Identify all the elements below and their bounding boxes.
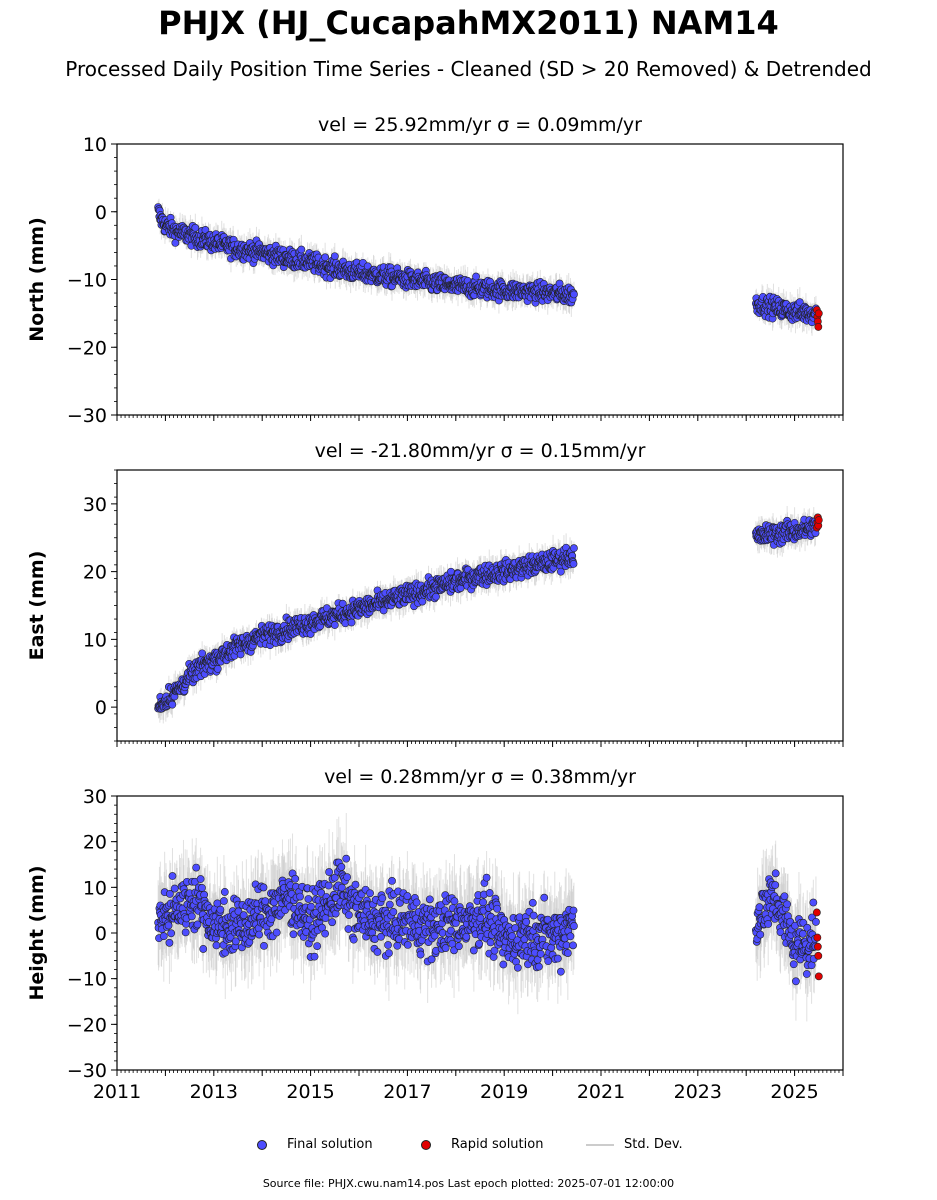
- rapid-solution-point: [814, 323, 823, 331]
- final-solution-point: [330, 621, 339, 629]
- y-axis-label: East (mm): [26, 551, 48, 661]
- final-solution-point: [556, 567, 565, 576]
- y-tick-label: −30: [67, 405, 107, 427]
- final-solution-point: [570, 544, 578, 553]
- final-solution-point: [297, 245, 306, 254]
- chart-subtitle: Processed Daily Position Time Series - C…: [65, 57, 872, 81]
- panel-title: vel = 0.28mm/yr σ = 0.38mm/yr: [324, 766, 636, 788]
- y-tick-label: −10: [67, 270, 107, 292]
- final-solution-point: [171, 239, 180, 247]
- plot-area: [154, 505, 823, 724]
- y-tick-label: 0: [95, 202, 107, 224]
- axes-frame: [116, 143, 844, 416]
- final-solution-point: [191, 223, 200, 232]
- final-solution-point: [330, 252, 339, 261]
- y-axis-label: Height (mm): [26, 865, 48, 1000]
- y-tick-label: 10: [83, 629, 107, 651]
- y-tick-label: 30: [83, 494, 107, 516]
- y-tick-label: 10: [83, 134, 107, 156]
- panel-title: vel = -21.80mm/yr σ = 0.15mm/yr: [315, 440, 646, 462]
- final-solution-point: [321, 253, 330, 262]
- rapid-solution-point: [814, 309, 823, 318]
- y-tick-label: −20: [67, 337, 107, 359]
- final-solution-point: [198, 649, 207, 658]
- final-solution-point: [570, 290, 578, 299]
- chart-title: PHJX (HJ_CucapahMX2011) NAM14: [158, 4, 779, 42]
- final-solution-point: [795, 298, 804, 307]
- y-tick-label: 20: [83, 562, 107, 584]
- panel-title: vel = 25.92mm/yr σ = 0.09mm/yr: [318, 114, 642, 136]
- time-series-figure: vel = 25.92mm/yr σ = 0.09mm/yr North (mm)…: [26, 114, 844, 1103]
- axes-frame: [116, 469, 844, 742]
- y-axis-label: North (mm): [26, 217, 48, 342]
- final-solution-point: [418, 597, 427, 606]
- rapid-solution-point: [814, 516, 823, 525]
- final-solution-point: [168, 700, 177, 709]
- final-solution-point: [432, 592, 440, 601]
- final-solution-point: [569, 560, 578, 568]
- final-solution-point: [347, 618, 356, 627]
- y-tick-label: 0: [95, 697, 107, 719]
- final-solution-point: [213, 664, 222, 673]
- final-solution-point: [472, 272, 480, 281]
- plot-area: [154, 198, 823, 336]
- final-solution-point: [338, 599, 347, 608]
